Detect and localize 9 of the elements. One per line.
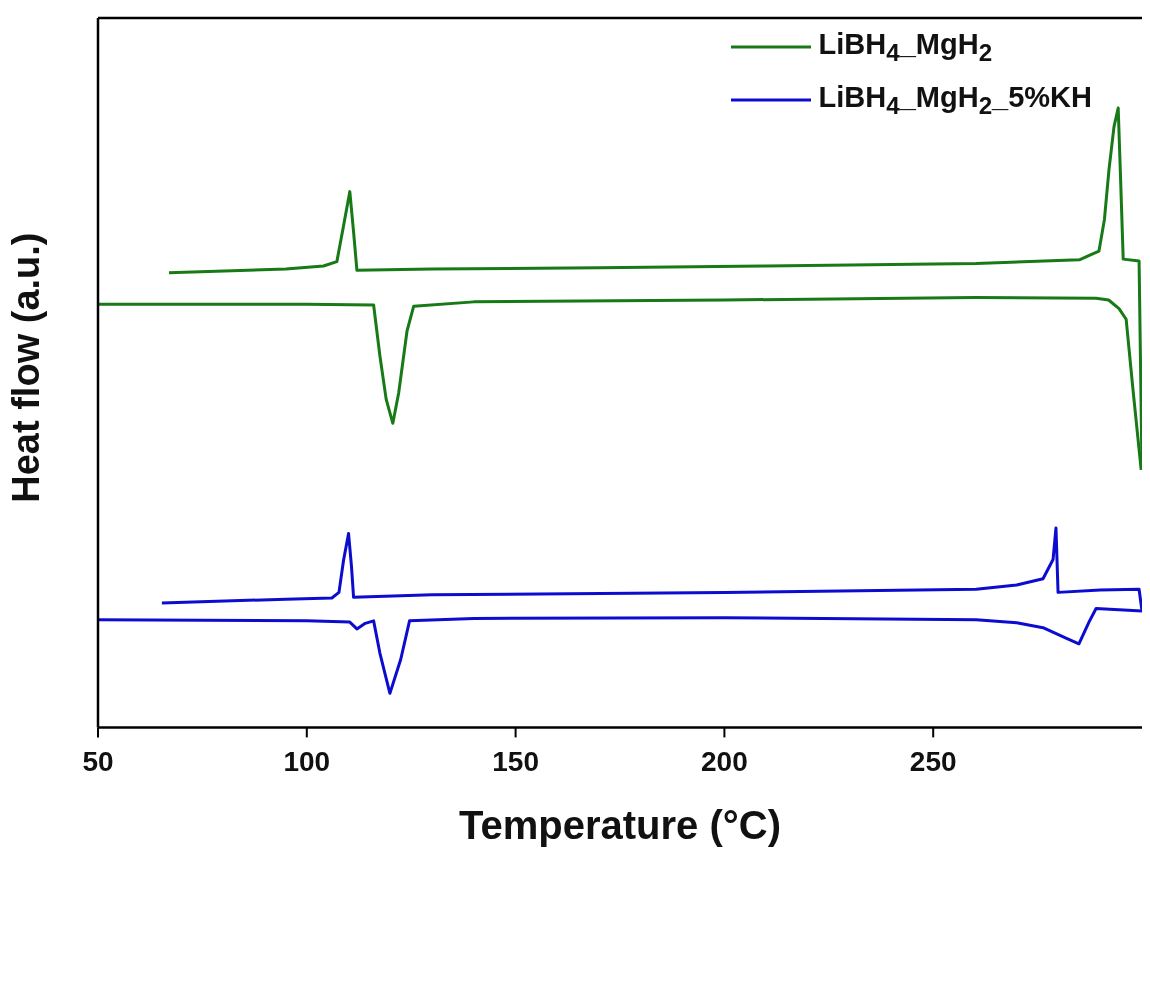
y-axis-title: Heat flow (a.u.)	[5, 232, 48, 503]
x-tick-label: 100	[283, 746, 331, 778]
x-tick-label: 250	[909, 746, 957, 778]
x-tick-label: 150	[492, 746, 539, 778]
legend-label: LiBH$_{4}$_MgH$_{2}$_5%KH	[818, 80, 1092, 120]
x-tick-label: 200	[701, 746, 748, 778]
x-tick-label: 50	[82, 746, 114, 778]
x-axis-title: Temperature (°C)	[459, 803, 781, 848]
legend-label: LiBH$_{4}$_MgH$_{2}$	[818, 28, 993, 67]
